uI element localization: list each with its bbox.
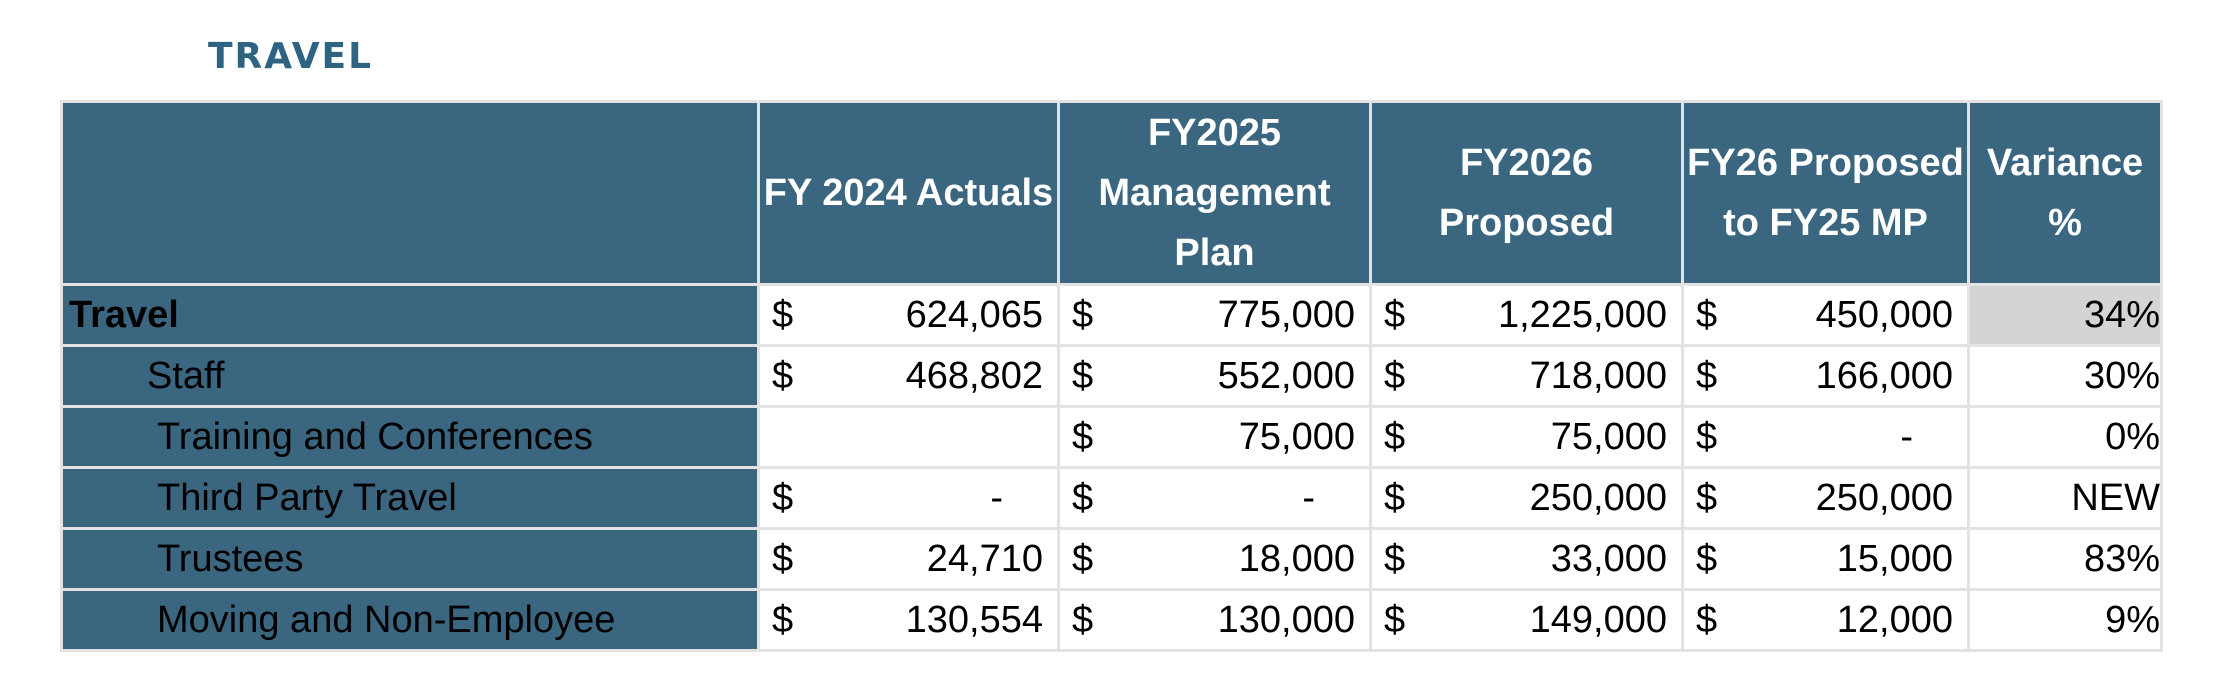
table-row-travel-total: Travel $624,065 $775,000 $1,225,000 $450… [60,283,2163,347]
currency-symbol: $ [772,537,794,580]
header-fy26-proposed-to-fy25-mp: FY26 Proposed to FY25 MP [1681,100,1970,286]
fy2026-value: 33,000 [1550,537,1667,580]
variance-value: 30% [1967,344,2163,408]
table-row-training-and-conferences: Training and Conferences $75,000 $75,000… [60,405,2163,469]
currency-symbol: $ [772,354,794,397]
fy2025-value: - [1302,476,1315,519]
table-row-staff: Staff $468,802 $552,000 $718,000 $166,00… [60,344,2163,408]
fy2026-value: 149,000 [1529,598,1667,641]
difference-value: 250,000 [1815,476,1953,519]
header-row: FY 2024 Actuals FY2025 Management Plan F… [60,100,2163,286]
variance-value: 34% [1967,283,2163,347]
currency-symbol: $ [1072,415,1094,458]
fy2024-value: - [990,476,1003,519]
header-label-cell [60,100,760,286]
section-title: TRAVEL [208,36,374,77]
currency-symbol: $ [1072,293,1094,336]
header-fy2024-actuals: FY 2024 Actuals [757,100,1060,286]
currency-symbol: $ [772,598,794,641]
difference-value: 12,000 [1836,598,1953,641]
currency-symbol: $ [772,476,794,519]
header-fy2025-management-plan: FY2025 Management Plan [1057,100,1372,286]
row-label: Trustees [60,527,760,591]
fy2025-value: 75,000 [1238,415,1355,458]
difference-value: - [1900,415,1913,458]
fy2024-value: 24,710 [926,537,1043,580]
difference-value: 15,000 [1836,537,1953,580]
fy2026-value: 1,225,000 [1497,293,1667,336]
fy2025-value: 130,000 [1217,598,1355,641]
currency-symbol: $ [1384,293,1406,336]
header-fy2026-proposed: FY2026 Proposed [1369,100,1684,286]
row-label: Moving and Non-Employee [60,588,760,652]
variance-value: 83% [1967,527,2163,591]
row-label: Training and Conferences [60,405,760,469]
fy2025-value: 552,000 [1217,354,1355,397]
currency-symbol: $ [1696,598,1718,641]
travel-budget-table: FY 2024 Actuals FY2025 Management Plan F… [60,100,2163,652]
table-row-third-party-travel: Third Party Travel $ - $ - $250,000 $250,0… [60,466,2163,530]
table-row-moving-and-non-employee: Moving and Non-Employee $130,554 $130,00… [60,588,2163,652]
fy2024-value: 624,065 [905,293,1043,336]
currency-symbol: $ [1072,537,1094,580]
difference-value: 450,000 [1815,293,1953,336]
currency-symbol: $ [1384,354,1406,397]
currency-symbol: $ [1384,415,1406,458]
row-label: Travel [60,283,760,347]
currency-symbol: $ [772,293,794,336]
currency-symbol: $ [1072,476,1094,519]
header-variance-percent: Variance % [1967,100,2163,286]
currency-symbol: $ [1696,293,1718,336]
fy2025-value: 775,000 [1217,293,1355,336]
fy2026-value: 250,000 [1529,476,1667,519]
difference-value: 166,000 [1815,354,1953,397]
variance-value: 0% [1967,405,2163,469]
fy2024-value: 130,554 [905,598,1043,641]
row-label: Third Party Travel [60,466,760,530]
variance-value: NEW [1967,466,2163,530]
currency-symbol: $ [1696,537,1718,580]
fy2025-value: 18,000 [1238,537,1355,580]
currency-symbol: $ [1384,537,1406,580]
currency-symbol: $ [1384,476,1406,519]
currency-symbol: $ [1072,354,1094,397]
currency-symbol: $ [1696,415,1718,458]
currency-symbol: $ [1696,354,1718,397]
fy2024-value: 468,802 [905,354,1043,397]
currency-symbol: $ [1072,598,1094,641]
fy2026-value: 718,000 [1529,354,1667,397]
currency-symbol: $ [1384,598,1406,641]
row-label: Staff [60,344,760,408]
fy2026-value: 75,000 [1550,415,1667,458]
currency-symbol: $ [1696,476,1718,519]
variance-value: 9% [1967,588,2163,652]
table-row-trustees: Trustees $24,710 $18,000 $33,000 $15,000… [60,527,2163,591]
